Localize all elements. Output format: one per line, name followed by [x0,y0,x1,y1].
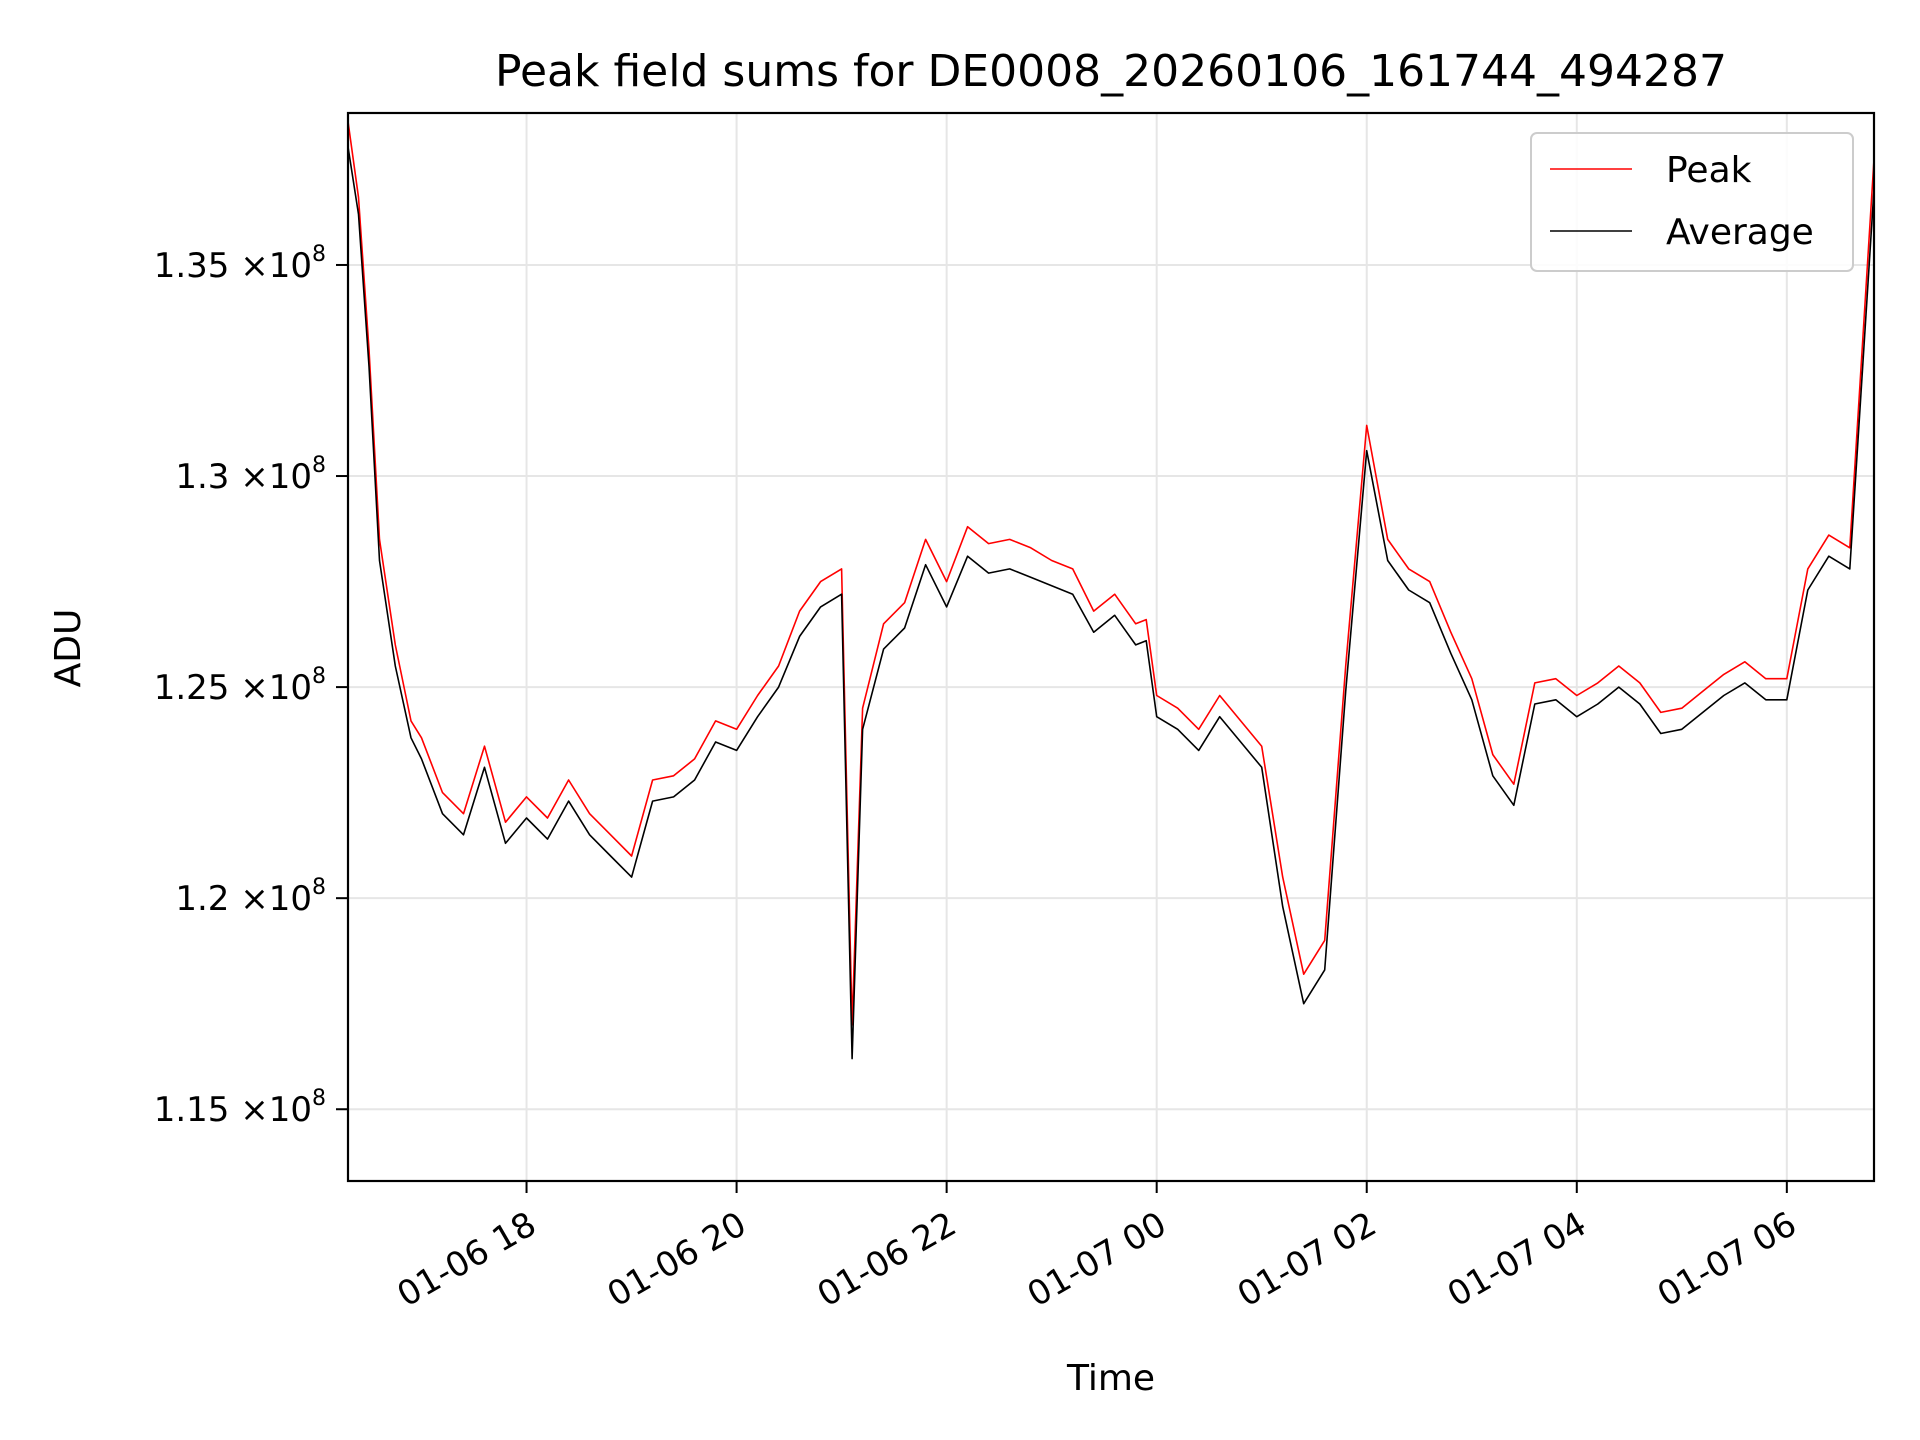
legend-label-average: Average [1666,212,1814,253]
legend-box [1530,132,1854,272]
plot-frame [346,111,1876,1183]
y-tick-label-3: 1.3 ×108 [175,453,326,497]
series-line-average [347,146,1875,1060]
y-axis-label: ADU [48,609,89,688]
series-layer [347,121,1875,1060]
series-line-peak [347,121,1875,1026]
y-tick-label-0: 1.15 ×108 [154,1086,326,1130]
y-tick-label-4: 1.35 ×108 [154,242,326,286]
plot-area [347,121,1875,1060]
y-tick-label-2: 1.25 ×108 [154,664,326,708]
chart-title: Peak field sums for DE0008_20260106_1617… [495,46,1727,97]
legend-label-peak: Peak [1666,150,1752,191]
legend: Peak Average [1530,132,1854,272]
y-tick-label-1: 1.2 ×108 [175,875,326,919]
x-axis-label: Time [1066,1358,1155,1399]
y-axis: 1.15 ×108 1.2 ×108 1.25 ×108 1.3 ×108 1.35 ×… [154,242,348,1130]
